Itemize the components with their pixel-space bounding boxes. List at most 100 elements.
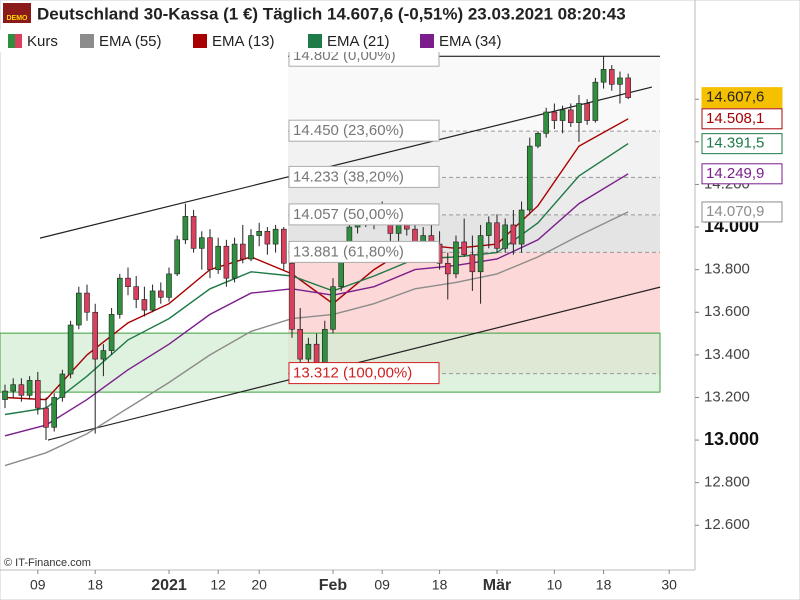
- candle-body: [116, 277, 123, 315]
- last-value-label: 14.508,1: [706, 110, 764, 127]
- candle-body: [223, 245, 230, 279]
- legend-icon: [15, 34, 22, 48]
- candle-body: [567, 109, 574, 123]
- x-tick-label: 20: [251, 577, 267, 593]
- overlay: Kurs EMA (55) EMA (13) EMA (21) EMA (34) 12.6…: [0, 0, 783, 594]
- x-tick-label: 09: [374, 577, 390, 593]
- candle-body: [141, 299, 148, 311]
- candle-body: [592, 81, 599, 121]
- candle-body: [510, 224, 517, 245]
- candle-body: [559, 109, 566, 121]
- x-tick-label: 09: [30, 577, 46, 593]
- candle-body: [625, 77, 631, 98]
- candle-body: [477, 235, 484, 273]
- fib-label: 14.450 (23,60%): [293, 122, 404, 139]
- candle-body: [330, 286, 336, 330]
- legend-label: EMA (55): [99, 33, 162, 50]
- candle-body: [600, 69, 607, 83]
- candle-body: [297, 328, 303, 360]
- candle-body: [305, 343, 312, 360]
- badge-box: [3, 3, 31, 23]
- ema-line: [4, 143, 629, 416]
- x-tick-label: 2021: [151, 577, 187, 594]
- fib-label: 13.312 (100,00%): [293, 365, 412, 382]
- ema-line: [4, 211, 629, 467]
- candle-body: [494, 222, 500, 249]
- candle-body: [617, 77, 623, 85]
- candle-body: [10, 384, 17, 392]
- candle-body: [248, 235, 254, 260]
- candle-body: [190, 216, 197, 249]
- candle-body: [289, 262, 295, 330]
- x-tick-label: 18: [87, 577, 103, 593]
- plot-area: 14.802 (0,00%)14.450 (23,60%)14.233 (38,…: [0, 44, 661, 467]
- last-value-box: [701, 87, 783, 109]
- candle-body: [182, 216, 189, 241]
- y-tick-label: 13.600: [704, 303, 750, 320]
- x-tick-label: 18: [432, 577, 448, 593]
- candle-body: [453, 241, 459, 275]
- x-tick-label: 10: [547, 577, 563, 593]
- fib-label: 14.233 (38,20%): [293, 168, 404, 185]
- candle-body: [272, 228, 279, 245]
- y-tick-label: 13.400: [704, 346, 750, 363]
- y-tick-label: 12.800: [704, 474, 750, 491]
- candle-body: [157, 290, 164, 298]
- last-value-box: [701, 108, 783, 130]
- chart-title: Deutschland 30-Kassa (1 €) Täglich 14.60…: [37, 4, 626, 23]
- last-value-box: [701, 201, 783, 223]
- legend-label: EMA (13): [212, 33, 275, 50]
- x-tick-label: 30: [661, 577, 677, 593]
- x-tick-label: Mär: [483, 577, 511, 594]
- candle-body: [75, 292, 82, 326]
- candle-body: [461, 241, 467, 256]
- fib-label-box: [288, 165, 440, 188]
- candle-body: [207, 237, 213, 270]
- candle-body: [256, 231, 262, 236]
- candle-body: [174, 239, 180, 275]
- candle-body: [26, 380, 33, 396]
- legend-icon: [8, 34, 15, 48]
- candle-body: [535, 133, 541, 147]
- candle-body: [576, 103, 582, 123]
- y-tick-label: 12.600: [704, 516, 750, 533]
- x-tick-label: 18: [596, 577, 612, 593]
- trendline: [39, 86, 653, 239]
- fib-label-box: [288, 362, 440, 385]
- candle-body: [84, 292, 90, 313]
- legend-icon: [80, 34, 94, 48]
- y-tick-label: 13.200: [704, 388, 750, 405]
- legend-background: [0, 30, 695, 52]
- candle-body: [149, 290, 156, 311]
- candle-body: [51, 397, 57, 428]
- ema-line: [4, 118, 629, 401]
- candle-body: [584, 103, 590, 121]
- last-value-box: [701, 163, 783, 185]
- candle-body: [133, 286, 139, 300]
- legend-icon: [420, 34, 434, 48]
- candle-body: [444, 262, 451, 275]
- candle-body: [313, 343, 320, 364]
- candle-body: [18, 384, 25, 396]
- legend-icon: [193, 34, 207, 48]
- badge: DEMO: [7, 15, 29, 22]
- candle-body: [92, 311, 98, 360]
- x-tick-label: Feb: [319, 577, 348, 594]
- legend-icon: [308, 34, 322, 48]
- candle-body: [59, 373, 66, 398]
- candle-body: [321, 328, 328, 364]
- last-value-label: 14.070,9: [706, 203, 764, 220]
- last-value-box: [701, 133, 783, 155]
- legend-label: EMA (21): [327, 33, 390, 50]
- candle-body: [502, 224, 508, 249]
- fib-label-box: [288, 119, 440, 142]
- candle-body: [608, 69, 615, 85]
- candle-body: [108, 314, 115, 351]
- last-value-label: 14.391,5: [706, 135, 764, 152]
- candle-body: [485, 222, 492, 236]
- candle-body: [166, 273, 172, 298]
- candle-body: [543, 111, 549, 134]
- y-tick-label: 13.000: [704, 429, 759, 449]
- ema-line: [4, 173, 629, 437]
